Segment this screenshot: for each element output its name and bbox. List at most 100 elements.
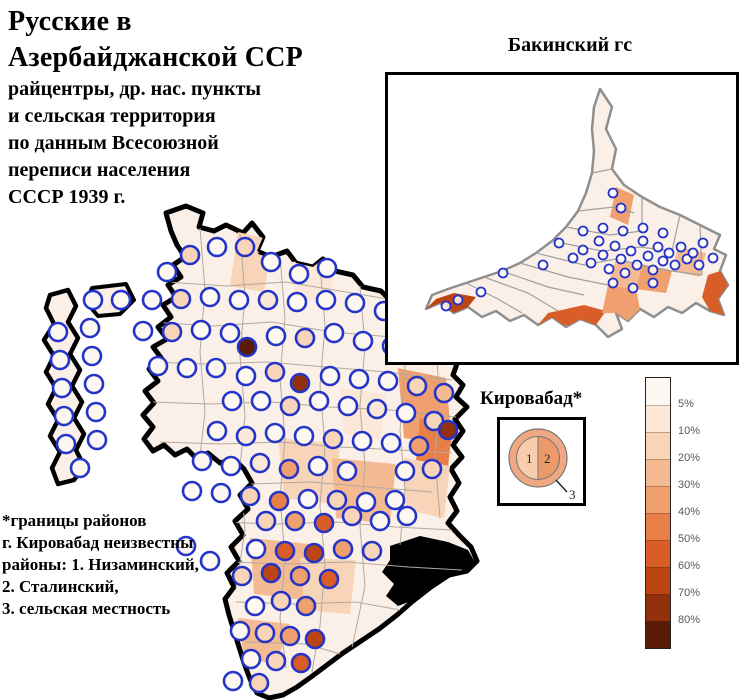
legend-color-bar: [645, 377, 671, 649]
settlement-dot: [264, 361, 286, 383]
settlement-dot: [248, 672, 270, 694]
legend-color-step: [646, 378, 670, 405]
settlement-dot: [377, 370, 399, 392]
settlement-dot-small: [609, 240, 621, 252]
settlement-dot: [326, 489, 348, 511]
settlement-dot-small: [693, 259, 705, 271]
settlement-dot: [348, 368, 370, 390]
settlement-dot: [79, 317, 101, 339]
footnote-line: г. Кировабад неизвестны: [2, 533, 194, 552]
settlement-dot: [220, 455, 242, 477]
settlement-dot: [366, 398, 388, 420]
settlement-dot-small: [452, 294, 464, 306]
legend-percent-label: 50%: [678, 533, 701, 545]
settlement-dot: [293, 425, 315, 447]
settlement-dot: [315, 289, 337, 311]
settlement-dot-small: [663, 247, 675, 259]
legend-percent-label: 20%: [678, 452, 701, 464]
footnote-line: районы: 1. Низаминский,: [2, 555, 199, 574]
settlement-dot-small: [617, 225, 629, 237]
settlement-dot: [205, 357, 227, 379]
settlement-dot: [408, 435, 430, 457]
legend-color-step: [646, 621, 670, 648]
legend-color-step: [646, 594, 670, 621]
footnote-line: 3. сельская местность: [2, 599, 171, 618]
settlement-dot-small: [675, 241, 687, 253]
district-1-number: 1: [526, 451, 533, 466]
settlement-dot: [337, 395, 359, 417]
settlement-dot-small: [553, 237, 565, 249]
footnote-line: *границы районов: [2, 511, 147, 530]
settlement-dot: [286, 291, 308, 313]
legend-percent-label: 70%: [678, 587, 701, 599]
settlement-dot: [257, 289, 279, 311]
inset-title: Бакинский гс: [507, 34, 633, 56]
settlement-dot: [176, 357, 198, 379]
settlement-dot: [308, 390, 330, 412]
title-block: Русские в Азербайджанской ССР райцентры,…: [8, 4, 303, 211]
settlement-dot: [234, 236, 256, 258]
settlement-dot: [290, 652, 312, 674]
settlement-dot: [284, 510, 306, 532]
settlement-dot: [344, 292, 366, 314]
settlement-dot-small: [637, 222, 649, 234]
settlement-dot: [222, 670, 244, 692]
inset-settlement-dots-layer: [440, 187, 719, 312]
settlement-dot-small: [475, 286, 487, 298]
settlement-dot: [304, 628, 326, 650]
settlement-dot: [265, 325, 287, 347]
settlement-dot-small: [642, 250, 654, 262]
settlement-dot: [235, 365, 257, 387]
baku-inset-frame: [385, 72, 739, 365]
settlement-dot: [110, 289, 132, 311]
settlement-dot-small: [567, 252, 579, 264]
settlement-dot-small: [687, 247, 699, 259]
legend-color-step: [646, 486, 670, 513]
settlement-dot: [279, 625, 301, 647]
settlement-dot: [235, 425, 257, 447]
settlement-dot: [260, 251, 282, 273]
settlement-dot-small: [697, 237, 709, 249]
page-title-line-1: Русские в: [8, 6, 132, 37]
settlement-dot: [270, 590, 292, 612]
settlement-dot: [323, 322, 345, 344]
settlement-dot: [219, 322, 241, 344]
settlement-dot: [297, 488, 319, 510]
settlement-dot-small: [607, 187, 619, 199]
settlement-dot: [433, 382, 455, 404]
settlement-dot: [369, 510, 391, 532]
legend-percent-label: 10%: [678, 425, 701, 437]
settlement-dot: [322, 428, 344, 450]
district-2-number: 2: [544, 451, 551, 466]
settlement-dot: [352, 330, 374, 352]
settlement-dot: [289, 565, 311, 587]
kirovabad-title: Кировабад*: [480, 388, 583, 409]
settlement-dot: [265, 650, 287, 672]
settlement-dot: [141, 289, 163, 311]
inset-district-boundaries: [465, 168, 703, 314]
settlement-dot-small: [607, 277, 619, 289]
legend-color-step: [646, 405, 670, 432]
baku-inset-map: [424, 87, 730, 339]
settlement-dot: [199, 550, 221, 572]
subtitle-line: и сельская территория: [8, 105, 216, 127]
settlement-dot: [289, 372, 311, 394]
settlement-dot-small: [497, 267, 509, 279]
settlement-dot: [231, 565, 253, 587]
settlement-dot: [307, 455, 329, 477]
settlement-dot: [313, 512, 335, 534]
settlement-dot: [318, 568, 340, 590]
settlement-dot: [53, 405, 75, 427]
settlement-dot: [351, 430, 373, 452]
settlement-dot: [254, 622, 276, 644]
settlement-dot: [190, 319, 212, 341]
settlement-dot: [210, 482, 232, 504]
subtitle-line: райцентры, др. нас. пункты: [8, 78, 262, 100]
settlement-dot: [295, 595, 317, 617]
settlement-dot: [82, 289, 104, 311]
settlement-dot: [255, 510, 277, 532]
settlement-dot: [384, 489, 406, 511]
settlement-dot: [394, 460, 416, 482]
settlement-dot-small: [657, 255, 669, 267]
